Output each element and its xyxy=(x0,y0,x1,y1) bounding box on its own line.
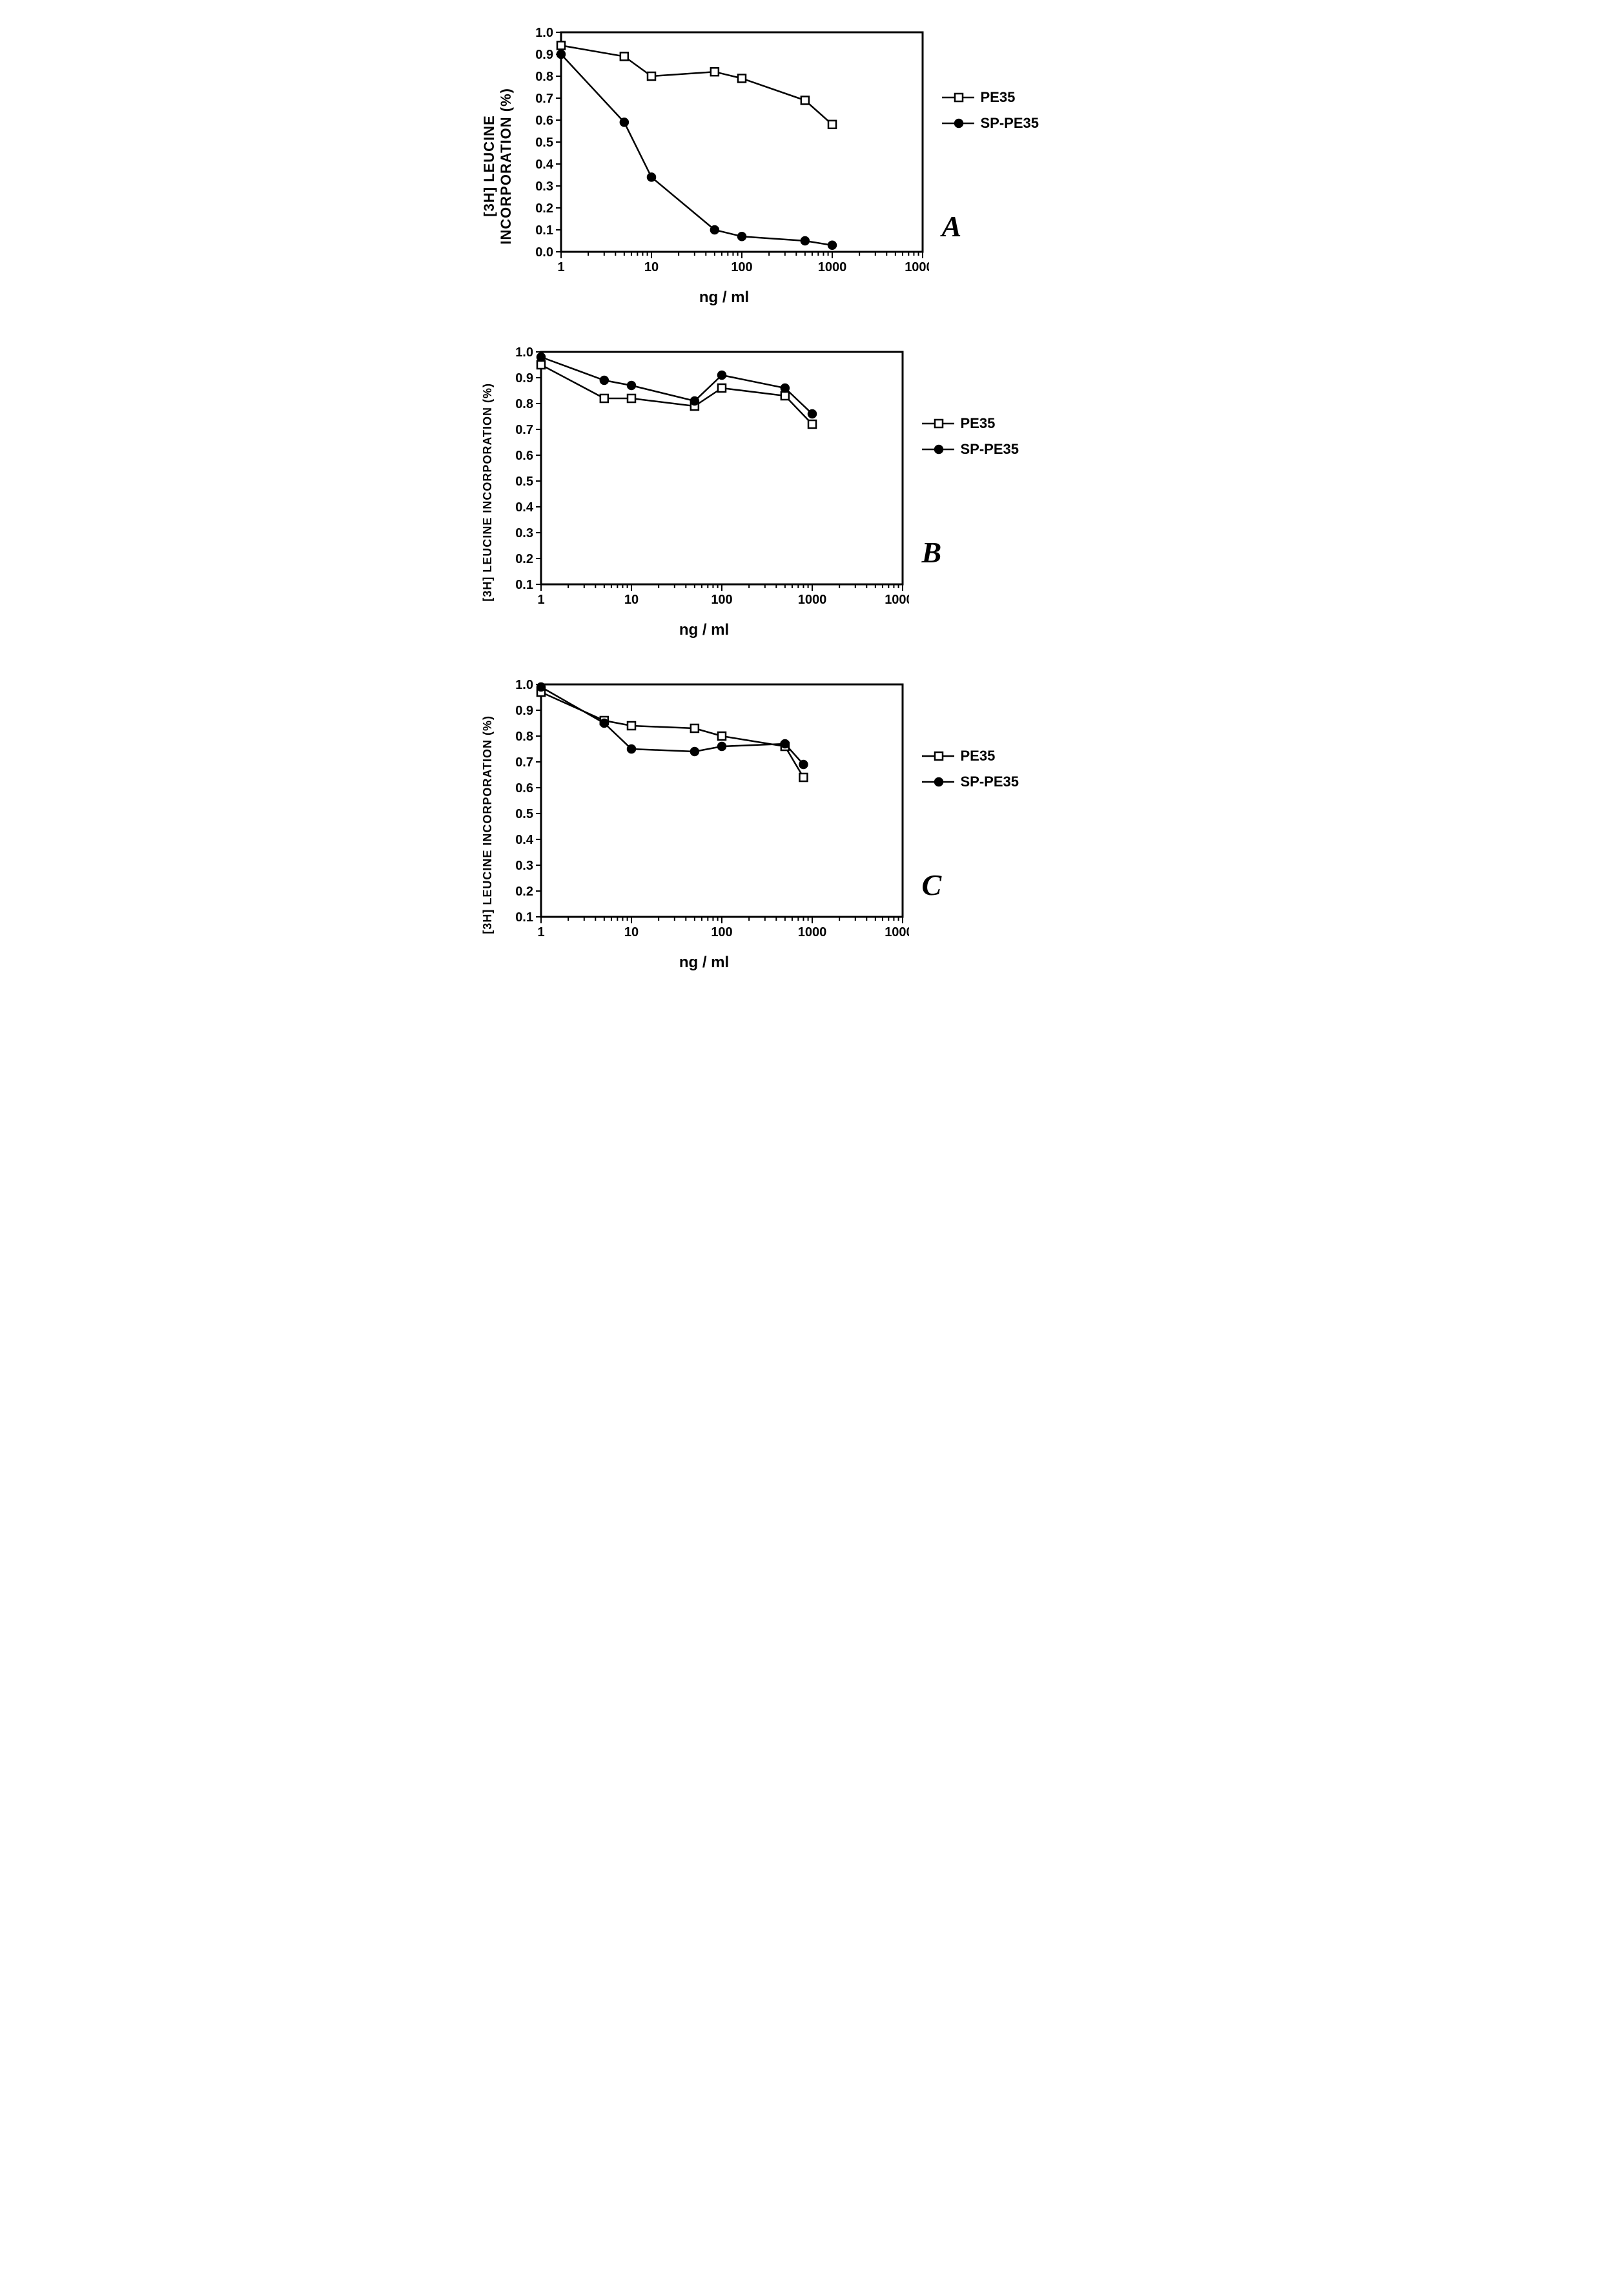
panel-c-legend: PE35 SP-PE35 xyxy=(922,748,1019,790)
panel-c-letter: C xyxy=(922,868,1019,902)
svg-text:100: 100 xyxy=(711,593,732,607)
panel-b-plot: 0.1 0.2 0.3 0.4 0.5 0.6 0.7 0.8 0.9 1.0 1 10 100 1000… xyxy=(500,345,909,639)
panel-a-legend: PE35 SP-PE35 xyxy=(942,89,1039,132)
panel-b-letter: B xyxy=(922,535,1019,569)
svg-text:0.4: 0.4 xyxy=(515,500,534,515)
legend-label: SP-PE35 xyxy=(961,774,1019,790)
svg-text:0.2: 0.2 xyxy=(535,201,553,216)
svg-text:0.4: 0.4 xyxy=(515,833,534,847)
svg-text:10000: 10000 xyxy=(885,925,909,939)
panel-b-xlabel: ng / ml xyxy=(500,621,909,639)
legend-label: SP-PE35 xyxy=(981,115,1039,132)
panel-b: [3H] LEUCINE INCORPORATION (%) 0.1 0.2 0.3… xyxy=(481,345,1127,639)
svg-text:10000: 10000 xyxy=(885,593,909,607)
svg-text:100: 100 xyxy=(711,925,732,939)
svg-text:0.4: 0.4 xyxy=(535,158,554,172)
legend-item-pe35: PE35 xyxy=(922,415,1019,432)
legend-label: PE35 xyxy=(961,415,996,432)
legend-item-sp-pe35: SP-PE35 xyxy=(922,774,1019,790)
svg-text:1000: 1000 xyxy=(817,260,846,274)
svg-text:0.9: 0.9 xyxy=(515,371,533,385)
svg-text:0.1: 0.1 xyxy=(535,223,553,238)
svg-text:0.1: 0.1 xyxy=(515,578,533,592)
svg-text:10000: 10000 xyxy=(905,260,929,274)
panel-a-ylabel: [3H] LEUCINE INCORPORATION (%) xyxy=(481,88,515,245)
panel-c: [3H] LEUCINE INCORPORATION (%) 0.1 0.2 0.3… xyxy=(481,678,1127,972)
legend-label: PE35 xyxy=(981,89,1016,106)
svg-text:1000: 1000 xyxy=(797,925,826,939)
svg-text:1: 1 xyxy=(537,593,544,607)
svg-text:1: 1 xyxy=(537,925,544,939)
figure-container: [3H] LEUCINE INCORPORATION (%) 0.0 0.1 0.2… xyxy=(481,26,1127,972)
svg-text:10: 10 xyxy=(624,925,638,939)
legend-item-sp-pe35: SP-PE35 xyxy=(942,115,1039,132)
svg-text:0.9: 0.9 xyxy=(515,704,533,718)
ylabel-line2: INCORPORATION (%) xyxy=(498,88,514,245)
panel-a-letter: A xyxy=(942,209,1039,243)
svg-text:0.3: 0.3 xyxy=(515,526,533,540)
legend-label: PE35 xyxy=(961,748,996,764)
svg-text:1.0: 1.0 xyxy=(515,345,533,360)
svg-text:0.3: 0.3 xyxy=(515,859,533,873)
legend-item-pe35: PE35 xyxy=(922,748,1019,764)
panel-c-right: PE35 SP-PE35 C xyxy=(909,748,1019,902)
svg-text:100: 100 xyxy=(731,260,752,274)
panel-a-xlabel: ng / ml xyxy=(520,289,929,307)
svg-text:1: 1 xyxy=(557,260,564,274)
svg-text:0.7: 0.7 xyxy=(515,423,533,437)
svg-text:0.5: 0.5 xyxy=(515,475,533,489)
svg-text:0.2: 0.2 xyxy=(515,885,533,899)
panel-a-right: PE35 SP-PE35 A xyxy=(929,89,1039,243)
svg-text:1.0: 1.0 xyxy=(535,26,553,40)
svg-text:0.8: 0.8 xyxy=(535,70,553,84)
panel-a-plot: 0.0 0.1 0.2 0.3 0.4 0.5 0.6 0.7 0.8 0.9 1.0 1 10 100 1… xyxy=(520,26,929,307)
svg-text:0.6: 0.6 xyxy=(515,781,533,795)
panel-a: [3H] LEUCINE INCORPORATION (%) 0.0 0.1 0.2… xyxy=(481,26,1127,307)
ylabel-line1: [3H] LEUCINE xyxy=(481,116,497,217)
legend-item-sp-pe35: SP-PE35 xyxy=(922,441,1019,458)
legend-item-pe35: PE35 xyxy=(942,89,1039,106)
panel-b-legend: PE35 SP-PE35 xyxy=(922,415,1019,458)
panel-c-xlabel: ng / ml xyxy=(500,954,909,972)
svg-text:0.6: 0.6 xyxy=(515,449,533,463)
svg-text:0.0: 0.0 xyxy=(535,245,553,260)
panel-c-plot: 0.1 0.2 0.3 0.4 0.5 0.6 0.7 0.8 0.9 1.0 1 10 100 1000… xyxy=(500,678,909,972)
svg-text:10: 10 xyxy=(624,593,638,607)
svg-text:0.8: 0.8 xyxy=(515,730,533,744)
panel-b-ylabel: [3H] LEUCINE INCORPORATION (%) xyxy=(481,383,495,602)
panel-c-ylabel: [3H] LEUCINE INCORPORATION (%) xyxy=(481,715,495,934)
svg-text:0.9: 0.9 xyxy=(535,48,553,62)
svg-text:0.8: 0.8 xyxy=(515,397,533,411)
svg-text:1.0: 1.0 xyxy=(515,678,533,692)
svg-text:0.6: 0.6 xyxy=(535,114,553,128)
panel-b-right: PE35 SP-PE35 B xyxy=(909,415,1019,569)
svg-text:10: 10 xyxy=(644,260,658,274)
svg-text:0.3: 0.3 xyxy=(535,179,553,194)
legend-label: SP-PE35 xyxy=(961,441,1019,458)
svg-text:0.2: 0.2 xyxy=(515,552,533,566)
svg-text:0.1: 0.1 xyxy=(515,910,533,925)
svg-text:0.5: 0.5 xyxy=(535,136,553,150)
svg-text:0.5: 0.5 xyxy=(515,807,533,821)
svg-text:0.7: 0.7 xyxy=(535,92,553,106)
svg-text:0.7: 0.7 xyxy=(515,755,533,770)
svg-text:1000: 1000 xyxy=(797,593,826,607)
